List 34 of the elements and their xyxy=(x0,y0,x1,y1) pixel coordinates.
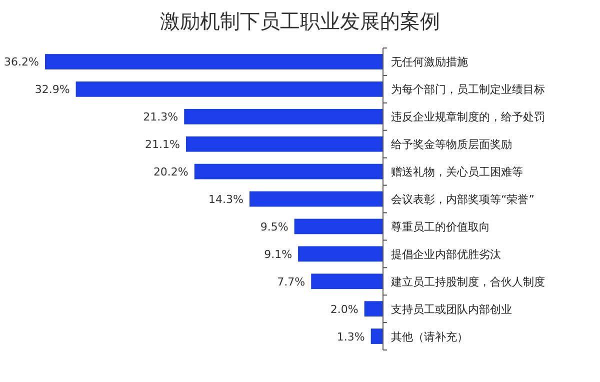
y-tick-label: 尊重员工的价值取向 xyxy=(391,220,490,234)
y-tick-label: 无任何激励措施 xyxy=(391,56,468,69)
bar xyxy=(311,274,383,290)
data-label: 9.1% xyxy=(264,248,292,261)
data-label: 32.9% xyxy=(34,83,70,96)
y-tick-label: 会议表彰，内部奖项等“荣誉” xyxy=(391,193,534,206)
y-tick-label: 赠送礼物，关心员工困难等 xyxy=(391,166,523,179)
bar xyxy=(249,191,383,207)
data-label: 20.2% xyxy=(153,166,188,179)
bar xyxy=(45,54,383,70)
data-label: 21.3% xyxy=(143,110,178,124)
y-tick-label: 为每个部门，员工制定业绩目标 xyxy=(391,83,545,96)
bar xyxy=(370,328,383,344)
data-label: 2.0% xyxy=(330,302,358,316)
y-tick-label: 提倡企业内部优胜劣汰 xyxy=(391,248,501,261)
y-tick-label: 违反企业规章制度的，给予处罚 xyxy=(391,110,545,124)
y-tick-label: 建立员工持股制度，合伙人制度 xyxy=(390,275,545,288)
data-label: 1.3% xyxy=(336,330,365,344)
chart-title: 激励机制下员工职业发展的案例 xyxy=(160,9,440,33)
bar xyxy=(194,164,383,180)
data-label: 7.7% xyxy=(277,275,306,288)
y-tick-label: 给予奖金等物质层面奖励 xyxy=(391,138,512,152)
data-label: 9.5% xyxy=(260,220,288,234)
bar xyxy=(186,136,383,152)
bar xyxy=(298,246,383,262)
bar xyxy=(76,81,383,97)
data-label: 14.3% xyxy=(208,193,244,206)
data-label: 21.1% xyxy=(145,138,180,152)
y-tick-label: 支持员工或团队内部创业 xyxy=(391,302,512,316)
data-label: 36.2% xyxy=(4,56,39,69)
y-tick-label: 其他（请补充） xyxy=(391,330,468,344)
bar xyxy=(364,301,383,317)
bar xyxy=(294,218,383,234)
bar xyxy=(184,108,383,124)
